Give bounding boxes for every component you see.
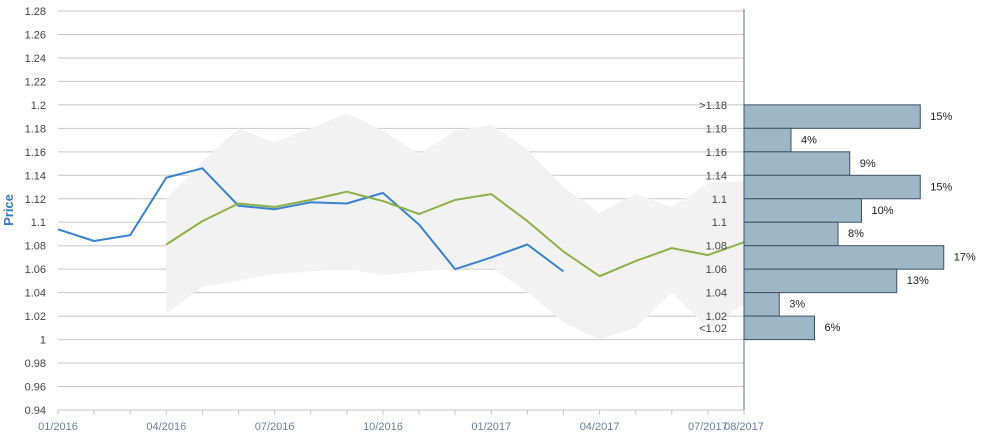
distribution-bar-value: 10% (872, 205, 894, 217)
distribution-bar-value: 8% (848, 228, 864, 240)
y-tick-label: 1.28 (25, 6, 46, 18)
distribution-bin-label: 1.06 (706, 264, 727, 276)
forecast-band (166, 113, 744, 340)
y-tick-label: 1.06 (25, 264, 46, 276)
distribution-layer: >1.18 15% 1.18 4% 1.16 9% 1.14 15% 1.1 10% 1.1 8% 1.… (699, 100, 976, 341)
x-tick-label: 07/2017 (688, 421, 728, 433)
y-tick-label: 1.02 (25, 311, 46, 323)
distribution-bar-value: 6% (825, 322, 841, 334)
distribution-bin-label: 1.18 (706, 123, 727, 135)
x-tick-label: 01/2017 (471, 421, 511, 433)
x-tick-label: 04/2017 (580, 421, 620, 433)
distribution-bar (743, 198, 862, 223)
distribution-bar-value: 13% (907, 275, 929, 287)
y-tick-label: 1.2 (31, 100, 46, 112)
distribution-bin-label: 1.1 (712, 194, 727, 206)
distribution-bar-value: 9% (860, 158, 876, 170)
y-tick-label: 1.16 (25, 147, 46, 159)
distribution-bar-value: 15% (930, 181, 952, 193)
distribution-bar-value: 4% (801, 134, 817, 146)
series-line-1 (58, 167, 565, 273)
distribution-bar-value: 15% (930, 111, 952, 123)
forecast-band-layer (166, 113, 744, 340)
distribution-bar (743, 174, 921, 200)
x-tick-label: 10/2016 (363, 421, 403, 433)
distribution-bar (743, 268, 898, 294)
y-tick-label: 1.26 (25, 29, 46, 41)
distribution-bar (743, 104, 921, 129)
x-tick-label: 04/2016 (146, 421, 186, 433)
y-tick-label: 1.24 (25, 53, 46, 65)
y-axis-label: Price (1, 194, 16, 226)
distribution-bin-label: 1.16 (706, 147, 727, 159)
y-tick-label: 1.12 (25, 194, 46, 206)
distribution-bin-label: 1.14 (706, 170, 727, 182)
x-tick-label: 01/2016 (38, 421, 78, 433)
y-tick-label: 0.94 (25, 405, 46, 417)
distribution-bar (743, 245, 945, 270)
y-tick-label: 1.08 (25, 241, 46, 253)
x-tick-label: 08/2017 (724, 421, 764, 433)
y-tick-label: 1.14 (25, 170, 46, 182)
y-tick-label: 0.98 (25, 358, 46, 370)
y-tick-label: 1.1 (31, 217, 46, 229)
y-tick-label: 1.18 (25, 123, 46, 135)
y-tick-label: 1 (40, 335, 46, 347)
distribution-bin-label: 1.02 (706, 311, 727, 323)
y-tick-label: 1.04 (25, 288, 46, 300)
series-layer (58, 167, 744, 278)
distribution-bin-label: <1.02 (699, 323, 727, 335)
distribution-bar (743, 151, 851, 176)
distribution-bar (743, 221, 839, 247)
distribution-bin-label: 1.04 (706, 288, 727, 300)
distribution-bar-value: 17% (954, 252, 976, 264)
y-tick-label: 1.22 (25, 76, 46, 88)
distribution-bar-value: 3% (789, 299, 805, 311)
distribution-bin-label: 1.08 (706, 241, 727, 253)
x-tick-label: 07/2016 (255, 421, 295, 433)
distribution-bar (743, 315, 815, 341)
distribution-bin-label: 1.1 (712, 217, 727, 229)
distribution-bar (743, 127, 792, 153)
y-tick-label: 0.96 (25, 382, 46, 394)
series-line-2 (165, 190, 744, 278)
distribution-bin-label: >1.18 (699, 100, 727, 112)
distribution-bar (743, 292, 780, 317)
